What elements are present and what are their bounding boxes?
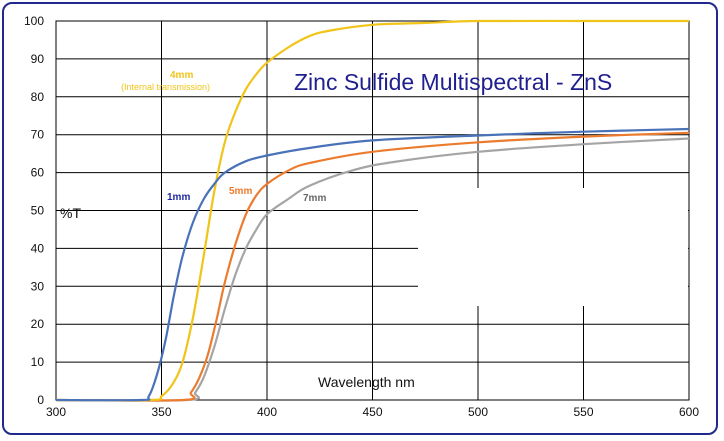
y-tick-label: 50 xyxy=(31,204,45,218)
y-tick-label: 20 xyxy=(31,317,45,331)
x-tick-labels: 300 350 400 450 500 550 600 xyxy=(46,405,699,419)
series-line-1mm xyxy=(55,127,690,402)
label-7mm: 7mm xyxy=(303,193,326,204)
label-backdrop xyxy=(418,188,688,306)
series-lines xyxy=(55,19,690,402)
label-internal-transmission: (Internal transmission) xyxy=(121,82,210,92)
y-tick-label: 90 xyxy=(31,52,45,66)
series-line-4mm xyxy=(55,19,689,402)
y-tick-label: 30 xyxy=(31,279,45,293)
y-axis-label: %T xyxy=(60,205,81,221)
y-tick-label: 80 xyxy=(31,90,45,104)
x-tick-label: 500 xyxy=(468,405,488,419)
y-tick-label: 60 xyxy=(31,166,45,180)
series-line-7mm xyxy=(55,137,690,402)
y-tick-label: 40 xyxy=(31,241,45,255)
y-tick-label: 70 xyxy=(31,128,45,142)
x-tick-label: 300 xyxy=(46,405,66,419)
chart-title: Zinc Sulfide Multispectral - ZnS xyxy=(294,69,612,95)
label-4mm: 4mm xyxy=(170,70,193,81)
x-tick-label: 600 xyxy=(679,405,699,419)
label-1mm: 1mm xyxy=(167,192,190,203)
y-tick-label: 100 xyxy=(24,14,44,28)
x-tick-label: 450 xyxy=(362,405,382,419)
plot-border xyxy=(55,20,690,401)
x-tick-label: 350 xyxy=(151,405,171,419)
y-tick-labels: 0 10 20 30 40 50 60 70 80 90 100 xyxy=(24,14,44,407)
x-tick-label: 550 xyxy=(573,405,593,419)
y-tick-label: 10 xyxy=(31,355,45,369)
x-axis-label: Wavelength nm xyxy=(318,374,415,390)
y-tick-label: 0 xyxy=(37,393,44,407)
series-line-5mm xyxy=(55,131,690,402)
label-5mm: 5mm xyxy=(229,186,252,197)
x-tick-label: 400 xyxy=(257,405,277,419)
